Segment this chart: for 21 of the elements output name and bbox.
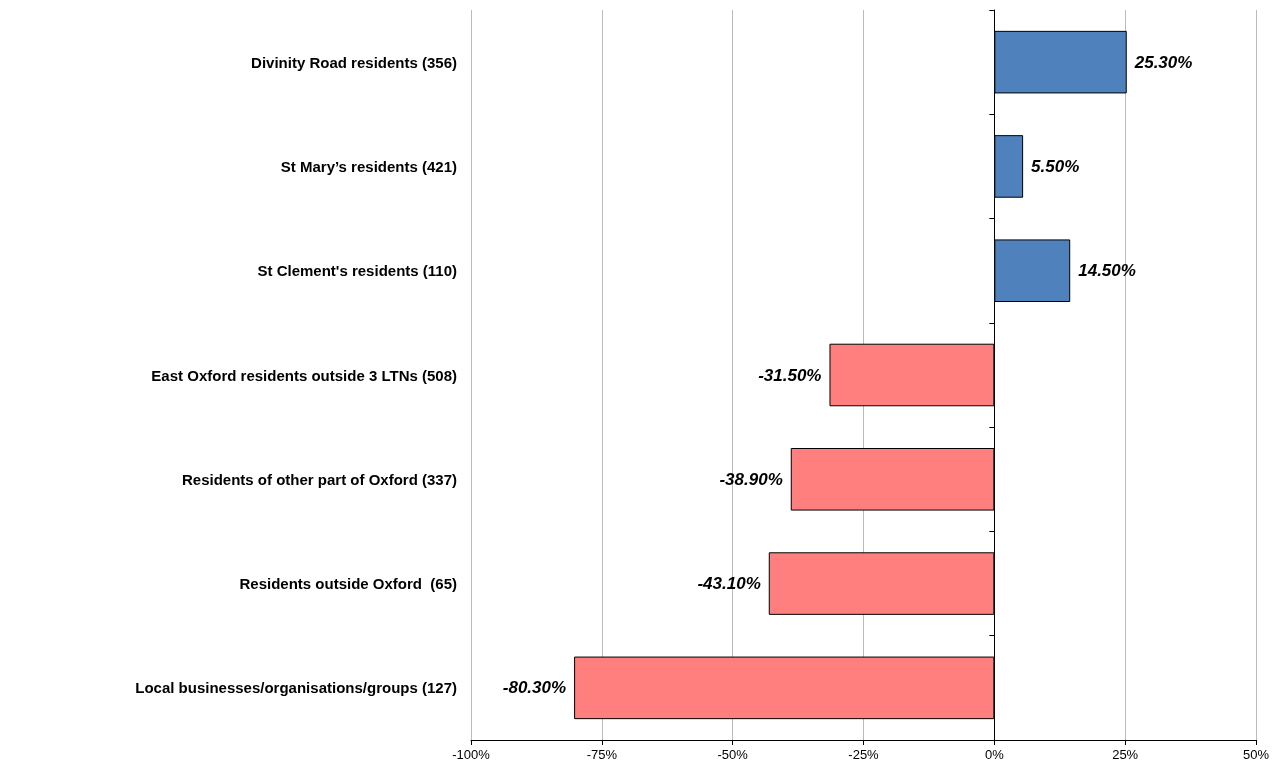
data-label: 14.50% [1078, 261, 1136, 281]
x-tick-label: -100% [452, 747, 491, 762]
x-tick-label: -25% [848, 747, 880, 762]
data-label: -43.10% [697, 574, 761, 594]
y-tick-label: St Mary’s residents (421) [280, 157, 457, 175]
data-label: -80.30% [502, 678, 567, 698]
data-label: 25.30% [1133, 52, 1193, 72]
y-tick-label: Local businesses/organisations/groups (127) [135, 679, 457, 697]
data-label: 5.50% [1031, 156, 1080, 176]
x-tick-label: 0% [984, 747, 1005, 762]
y-tick-label: East Oxford residents outside 3 LTNs (508) [151, 366, 457, 384]
x-tick-label: -50% [717, 747, 749, 762]
x-tick-label: -75% [586, 747, 618, 762]
data-label: -31.50% [758, 365, 822, 385]
x-tick-label: 25% [1112, 747, 1139, 762]
y-tick-label: Residents outside Oxford (65) [239, 575, 457, 593]
y-tick-label: St Clement's residents (110) [257, 262, 457, 280]
y-tick-label: Residents of other part of Oxford (337) [181, 470, 457, 488]
x-tick-label: 50% [1242, 747, 1270, 762]
data-label: -38.90% [719, 469, 783, 489]
y-tick-label: Divinity Road residents (356) [251, 53, 457, 71]
